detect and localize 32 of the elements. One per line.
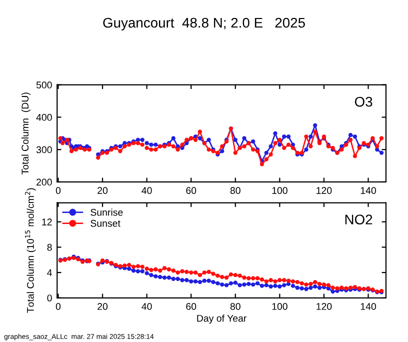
chart-title: Guyancourt 48.8 N; 2.0 E 2025	[103, 18, 305, 30]
y-axis-title: Total Column (10$^{15}$ mol/cm$^{2}$)	[25, 188, 36, 313]
y-tick-label: 500	[36, 82, 52, 88]
x-tick-label: 80	[230, 187, 240, 194]
y-axis-title: Total Column (DU)	[21, 92, 30, 174]
annotation: NO2	[345, 214, 372, 224]
x-tick-label: 40	[142, 303, 152, 310]
x-tick-label: 140	[360, 187, 376, 194]
x-tick-label: 120	[316, 187, 332, 194]
x-tick-label: 60	[186, 187, 196, 194]
y-tick-label: 200	[36, 178, 52, 186]
x-tick-label: 120	[316, 303, 332, 310]
y-tick-label: 4	[47, 269, 52, 276]
x-tick-label: 100	[272, 303, 288, 310]
y-tick-label: 8	[47, 244, 52, 251]
y-tick-label: 12	[42, 218, 52, 226]
x-tick-label: 0	[56, 303, 61, 310]
x-tick-label: 80	[230, 303, 240, 310]
legend-label: Sunset	[90, 220, 120, 227]
y-tick-label: 400	[36, 114, 52, 121]
y-tick-label: 300	[36, 146, 52, 154]
legend-label: Sunrise	[90, 208, 123, 216]
x-tick-label: 20	[98, 303, 108, 310]
x-tick-label: 60	[186, 303, 196, 310]
x-tick-label: 140	[360, 303, 376, 310]
x-tick-label: 100	[272, 187, 288, 194]
annotation: O3	[354, 96, 372, 107]
x-axis-title: Day of Year	[197, 314, 247, 324]
y-tick-label: 0	[47, 294, 52, 302]
x-tick-label: 40	[142, 187, 152, 194]
x-tick-label: 20	[98, 187, 108, 194]
x-tick-label: 0	[56, 187, 61, 194]
